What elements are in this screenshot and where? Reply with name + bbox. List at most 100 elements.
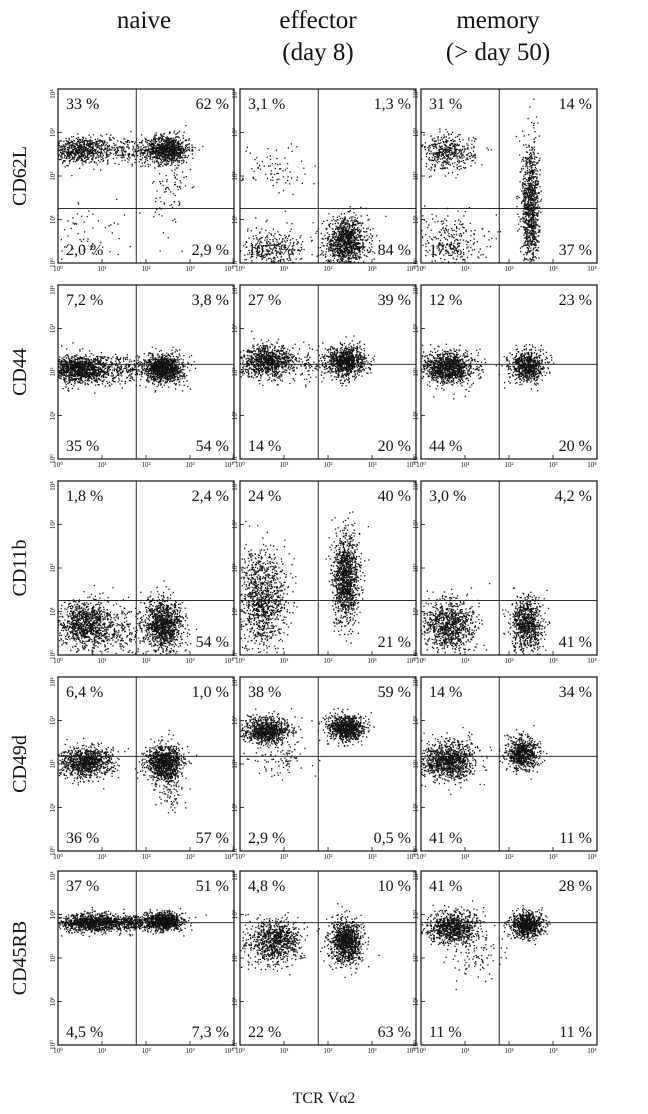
y-tick-label: 10⁰: [49, 454, 57, 464]
event-dots: [240, 707, 375, 781]
x-tick-label: 10²: [504, 657, 513, 665]
y-tick-label: 10¹: [412, 215, 420, 224]
y-tick-label: 10²: [412, 171, 420, 180]
y-tick-label: 10³: [231, 716, 239, 725]
y-tick-label: 10³: [231, 324, 239, 333]
x-tick-label: 10¹: [97, 853, 106, 861]
x-tick-label: 10³: [185, 1047, 194, 1055]
x-tick-label: 10¹: [279, 657, 288, 665]
column-header-memory: memory: [456, 7, 540, 34]
y-tick-label: 10²: [231, 367, 239, 376]
x-tick-label: 10³: [367, 657, 376, 665]
column-headers: naive effector (day 8) memory (> day 50): [117, 7, 550, 66]
y-tick-label: 10⁰: [412, 846, 420, 856]
y-tick-label: 10⁴: [231, 89, 239, 99]
x-tick-label: 10³: [185, 265, 194, 273]
y-tick-label: 10⁴: [412, 89, 420, 99]
y-tick-label: 10¹: [231, 411, 239, 420]
quadrant-ur-percent: 1,3 %: [374, 96, 411, 113]
events-cd45rb-effector: [240, 903, 380, 978]
quadrant-ll-percent: 11 %: [429, 1024, 462, 1041]
quadrant-ll-percent: 2,0 %: [66, 242, 103, 259]
quadrant-ul-percent: 4,8 %: [248, 878, 285, 895]
quadrant-ll-percent: 22 %: [248, 1024, 281, 1041]
y-tick-label: 10¹: [49, 215, 57, 224]
event-dots: [58, 729, 198, 814]
x-tick-label: 10¹: [460, 461, 469, 469]
quadrant-lr-percent: 11 %: [559, 830, 592, 847]
row-label-cd49d: CD49d: [9, 735, 31, 793]
x-tick-label: 10⁰: [235, 1047, 245, 1055]
quadrant-lr-percent: 54 %: [196, 438, 229, 455]
column-header-effector-sub: (day 8): [282, 39, 354, 66]
quadrant-ul-percent: 7,2 %: [66, 292, 103, 309]
x-tick-label: 10³: [367, 461, 376, 469]
y-tick-label: 10⁴: [412, 481, 420, 491]
x-tick-label: 10¹: [97, 461, 106, 469]
panel-frame: [57, 870, 235, 1046]
quadrant-ul-percent: 31 %: [429, 96, 462, 113]
quadrant-ul-percent: 6,4 %: [66, 684, 103, 701]
quadrant-ul-percent: 14 %: [429, 684, 462, 701]
quadrant-lr-percent: 63 %: [378, 1024, 411, 1041]
event-dots: [421, 98, 543, 263]
x-tick-label: 10⁴: [224, 657, 234, 665]
y-tick-label: 10⁴: [231, 871, 239, 881]
panel-frame: [239, 480, 417, 656]
x-tick-label: 10³: [548, 265, 557, 273]
x-tick-label: 10²: [323, 657, 332, 665]
quadrant-ul-percent: 3,0 %: [429, 488, 466, 505]
y-tick-label: 10⁰: [412, 650, 420, 660]
events-cd49d-memory: [421, 724, 548, 796]
events-cd62l-naive: [58, 125, 204, 260]
quadrant-ur-percent: 34 %: [559, 684, 592, 701]
event-dots: [58, 907, 207, 937]
events-cd11b-effector: [240, 511, 370, 654]
row-label-cd45rb: CD45RB: [9, 921, 31, 995]
x-tick-label: 10³: [548, 853, 557, 861]
quadrant-ul-percent: 37 %: [66, 878, 99, 895]
x-tick-label: 10²: [141, 657, 150, 665]
y-tick-label: 10³: [412, 910, 420, 919]
y-tick-label: 10⁰: [49, 650, 57, 660]
y-tick-label: 10¹: [49, 997, 57, 1006]
y-tick-label: 10⁰: [412, 1040, 420, 1050]
x-tick-label: 10⁴: [587, 461, 597, 469]
x-tick-label: 10¹: [97, 657, 106, 665]
x-tick-label: 10⁰: [235, 461, 245, 469]
quadrant-ur-percent: 3,8 %: [192, 292, 229, 309]
quadrant-ll-percent: 10,7 %: [248, 242, 293, 259]
panel-frame: [239, 88, 417, 264]
x-tick-label: 10¹: [97, 265, 106, 273]
x-tick-label: 10³: [367, 1047, 376, 1055]
quadrant-ur-percent: 59 %: [378, 684, 411, 701]
quadrant-ll-percent: 36 %: [66, 830, 99, 847]
quadrant-ll-percent: 44 %: [429, 438, 462, 455]
x-tick-label: 10²: [504, 461, 513, 469]
panel-frame: [420, 88, 598, 264]
x-tick-label: 10⁰: [235, 265, 245, 273]
y-tick-label: 10⁰: [231, 650, 239, 660]
x-tick-label: 10²: [504, 265, 513, 273]
y-tick-label: 10³: [49, 520, 57, 529]
events-cd11b-naive: [58, 580, 198, 655]
x-tick-label: 10²: [504, 853, 513, 861]
y-tick-label: 10⁰: [49, 846, 57, 856]
quadrant-ll-percent: 4,5 %: [66, 1024, 103, 1041]
y-tick-label: 10⁰: [231, 454, 239, 464]
y-tick-label: 10²: [412, 367, 420, 376]
y-tick-label: 10²: [231, 563, 239, 572]
y-tick-label: 10⁰: [231, 258, 239, 268]
x-tick-label: 10²: [323, 461, 332, 469]
quadrant-ul-percent: 33 %: [66, 96, 99, 113]
x-tick-label: 10⁴: [224, 461, 234, 469]
quadrant-lr-percent: 57 %: [196, 830, 229, 847]
y-tick-label: 10¹: [49, 607, 57, 616]
y-tick-label: 10²: [231, 953, 239, 962]
y-tick-label: 10¹: [231, 215, 239, 224]
y-tick-label: 10¹: [412, 607, 420, 616]
row-label-cd44: CD44: [9, 348, 31, 396]
